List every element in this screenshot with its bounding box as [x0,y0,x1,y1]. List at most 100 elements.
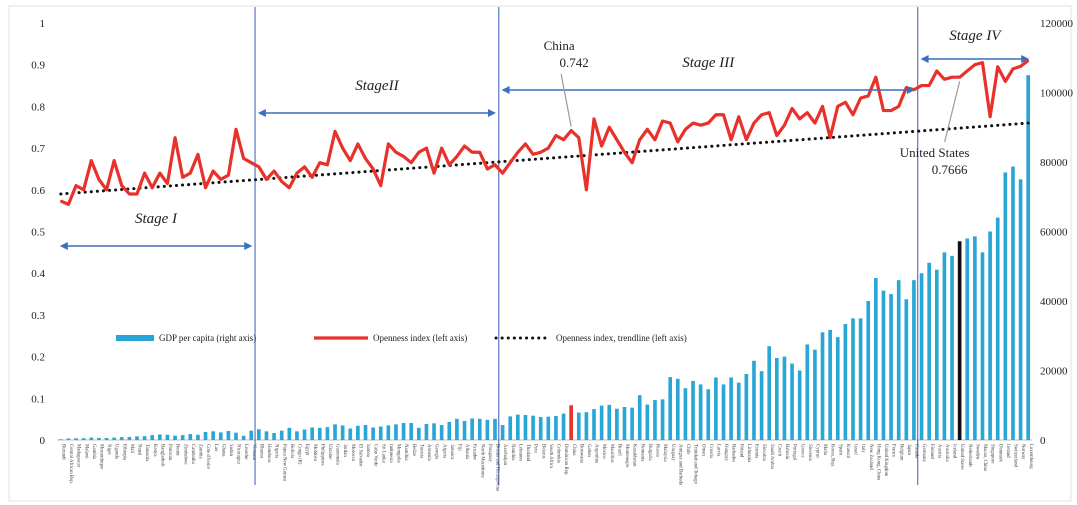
right-tick-label: 20000 [1040,366,1068,378]
gdp-bar-canada [912,280,916,440]
gdp-bar-gabon [584,412,589,440]
category-label: Nicaragua [236,444,241,465]
category-label: Korea, Rep. [830,444,835,467]
right-tick-label: 0 [1040,435,1046,447]
category-label: Latvia [715,444,720,457]
gdp-bar-el-salvador [356,425,360,440]
category-label: Portugal [792,444,797,461]
gdp-bar-ethiopia [119,437,124,440]
category-label: Paraguay [487,444,492,462]
left-tick-label: 0.9 [31,60,45,72]
openness-point-uruguay [669,122,672,124]
openness-point-congo-r [296,172,298,175]
gdp-bar-singapore [988,231,992,440]
category-label: Brazil [616,444,621,456]
gdp-bar-bolivia [287,427,292,440]
gdp-bar-botswana [576,412,581,440]
gdp-bar-azerbaijan [500,425,505,440]
category-label: Bhutan [258,444,263,458]
openness-point-lao [212,170,215,172]
gdp-bar-ecuador [470,418,474,440]
callout-leader [560,73,572,127]
category-label: Lesotho [243,444,248,460]
gdp-bar-czech [775,357,779,440]
left-tick-label: 0 [40,435,46,447]
category-label: Benin [175,444,180,456]
gdp-bar-hong-kong-china [874,278,878,440]
gdp-bar-poland [736,382,741,440]
category-label: South Africa [548,444,553,469]
gdp-bar-italy [858,318,863,441]
category-label: Nigeria [274,444,279,459]
right-tick-label: 80000 [1040,157,1068,169]
category-label: Bulgaria [647,444,652,461]
category-label: Slovenia [807,444,812,462]
right-tick-label: 60000 [1040,227,1068,239]
openness-point-bhutan [257,165,260,168]
openness-point-bangladesh [158,172,161,175]
openness-point-japan [905,86,908,89]
gdp-bar-namibia [401,422,406,440]
gdp-bar-finland [927,262,931,440]
category-label: Italy [860,444,865,453]
openness-point-central-african-rep [67,203,70,206]
gdp-bar-jordan [340,425,345,440]
openness-point-new-zealand [867,95,870,97]
category-label: Jordan [342,444,347,457]
gdp-bar-brazil [615,408,619,440]
gdp-bar-lao [211,431,215,440]
category-label: Australia [944,444,949,462]
gdp-bar-moldova [310,427,315,440]
category-label: Algeria [441,444,446,459]
category-label: New Zealand [868,444,873,470]
openness-point-iceland [951,76,953,79]
category-label: Kazakhstan [632,444,637,467]
gdp-bar-antigua-and-barbuda [675,378,680,440]
category-label: Azerbaijan [502,444,507,466]
gdp-bar-cambodia [188,434,193,440]
gdp-bar-united-kingdom [881,290,886,440]
gdp-bar-belize [409,422,414,440]
left-tick-label: 0.4 [31,268,45,280]
category-label: Mongolia [396,444,401,464]
gdp-bar-russia [653,400,657,440]
category-label: Ecuador [472,444,477,460]
category-label: Bangladesh [159,444,164,467]
category-label: Armenia [426,444,431,462]
openness-point-armenia [425,147,428,150]
category-label: Norway [1020,444,1025,460]
gdp-bar-saudi-arabia [767,346,772,440]
gdp-bar-belgium [896,280,901,440]
gdp-bar-portugal [790,363,794,440]
category-label: Lithuania [746,444,751,463]
openness-point-united-states [958,76,961,79]
openness-point-switzerland [1012,67,1014,70]
category-label: Thailand [525,444,530,462]
category-label: Tunisia [418,444,423,459]
openness-point-dominican-rep [562,138,565,141]
gdp-bar-luxembourg [1026,75,1031,441]
openness-point-namibia [402,155,405,158]
stage-arrow-2 [257,109,496,117]
gdp-bar-ukraine [325,427,330,440]
gdp-bar-honduras [264,431,269,440]
openness-index-line [60,59,1030,206]
openness-point-germany [920,84,923,87]
openness-point-brazil [615,138,618,141]
right-tick-label: 120000 [1040,18,1074,30]
openness-point-uganda [113,159,116,162]
category-label: Uruguay [670,444,675,461]
openness-point-vietnam [250,161,253,164]
category-label: Israel [853,444,858,455]
category-label: France [891,444,896,457]
gdp-bar-nigeria [272,433,276,440]
category-label: Pakistan [167,444,172,461]
category-label: Congo (R) [297,444,302,465]
openness-point-macao-china [981,61,984,64]
openness-point-nepal [136,193,138,195]
openness-line-layer [59,59,1030,206]
gdp-bar-netherlands [965,238,970,440]
gdp-bar-malawi [81,438,86,440]
legend-swatch-gdp [116,335,154,341]
stage-label: Stage IV [949,28,1002,44]
